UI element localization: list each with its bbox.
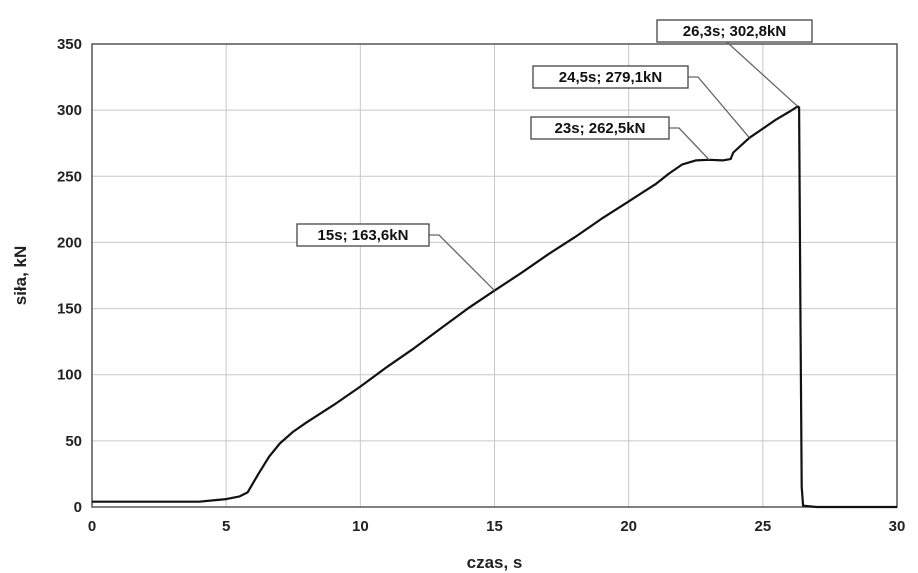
annotations: 15s; 163,6kN 23s; 262,5kN 24,5s; 279,1kN 26…	[296, 19, 813, 292]
annotation-callout: 24,5s; 279,1kN	[532, 65, 750, 139]
y-tick-label: 50	[65, 433, 82, 450]
annotation-box	[656, 19, 813, 43]
grid-lines	[91, 43, 898, 508]
annotation-callout: 23s; 262,5kN	[530, 116, 710, 161]
x-tick-label: 30	[889, 518, 906, 535]
x-tick-label: 10	[352, 518, 369, 535]
y-axis-label: siła, kN	[11, 246, 30, 306]
annotation-label: 15s; 163,6kN	[318, 227, 409, 244]
plot-frame	[91, 43, 898, 508]
annotation-leader	[688, 76, 750, 139]
annotation-box	[296, 223, 430, 247]
annotation-label: 23s; 262,5kN	[555, 120, 646, 137]
y-tick-label: 350	[57, 36, 82, 53]
x-tick-label: 15	[486, 518, 503, 535]
annotation-box	[532, 65, 689, 89]
annotation-leader	[726, 41, 799, 107]
y-tick-label: 150	[57, 301, 82, 318]
y-tick-label: 0	[74, 499, 82, 516]
x-tick-label: 0	[88, 518, 96, 535]
annotation-leader	[429, 234, 495, 292]
series-line	[92, 105, 897, 509]
x-axis-label: czas, s	[467, 553, 523, 572]
x-tick-label: 25	[754, 518, 771, 535]
y-tick-label: 300	[57, 102, 82, 119]
annotation-label: 24,5s; 279,1kN	[559, 69, 662, 86]
annotation-box	[530, 116, 670, 140]
x-tick-label: 20	[620, 518, 637, 535]
y-tick-label: 100	[57, 367, 82, 384]
annotation-callout: 26,3s; 302,8kN	[656, 19, 813, 107]
y-tick-label: 200	[57, 234, 82, 251]
annotation-label: 26,3s; 302,8kN	[683, 23, 786, 40]
y-tick-label: 250	[57, 168, 82, 185]
x-tick-label: 5	[222, 518, 230, 535]
annotation-callout: 15s; 163,6kN	[296, 223, 495, 292]
annotation-leader	[669, 127, 710, 161]
